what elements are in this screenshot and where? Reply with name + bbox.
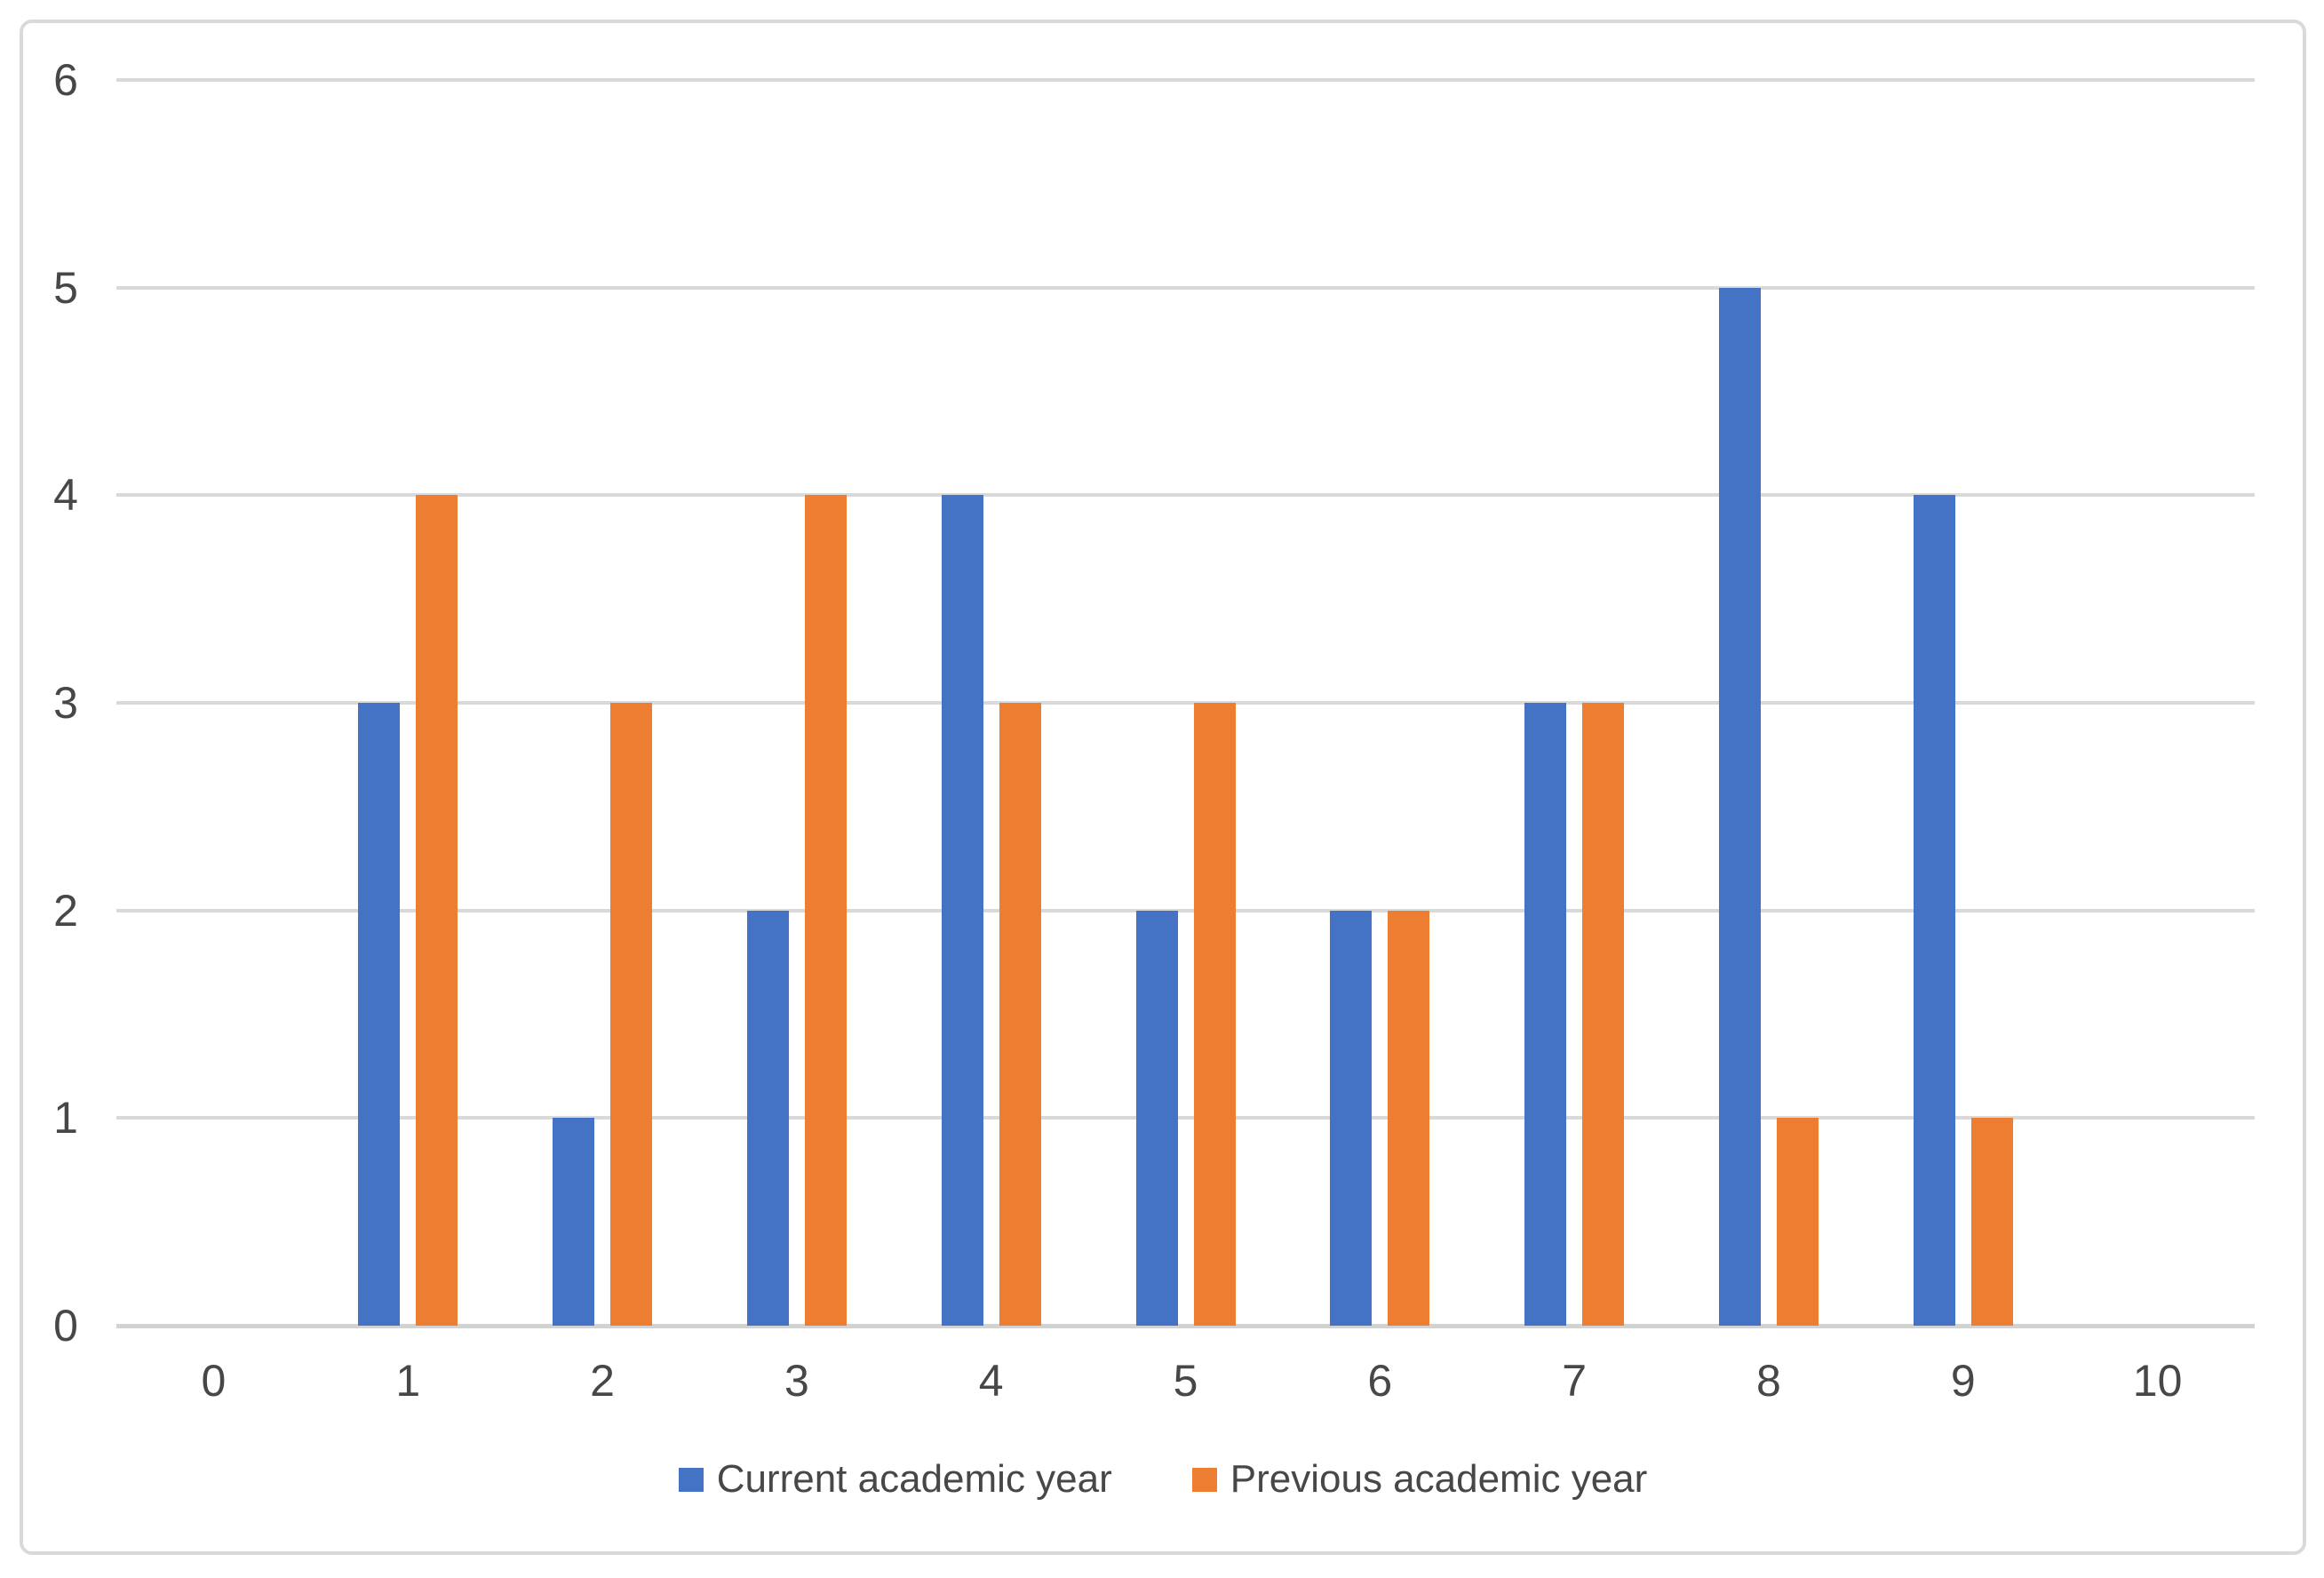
x-tick-label-4: 4 xyxy=(978,1356,1004,1406)
legend-item-previous-academic-year: Previous academic year xyxy=(1191,1457,1648,1502)
x-tick-label-6: 6 xyxy=(1367,1356,1393,1406)
chart-frame: 0 1 2 3 4 5 6 0 1 2 3 4 5 6 7 8 9 10 Current academic ye… xyxy=(20,20,2306,1555)
x-tick-label-7: 7 xyxy=(1562,1356,1588,1406)
y-tick-label-0: 0 xyxy=(53,1301,78,1351)
x-tick-label-8: 8 xyxy=(1756,1356,1781,1406)
y-tick-label-3: 3 xyxy=(53,678,78,728)
legend-label-previous-academic-year: Previous academic year xyxy=(1230,1457,1648,1501)
bar-previous-academic-year-x3 xyxy=(804,495,847,1326)
gridline-y-4 xyxy=(116,493,2255,498)
x-tick-label-10: 10 xyxy=(2132,1356,2183,1406)
x-tick-label-1: 1 xyxy=(395,1356,421,1406)
y-tick-label-4: 4 xyxy=(53,470,78,521)
bar-current-academic-year-x1 xyxy=(358,703,401,1326)
bar-current-academic-year-x2 xyxy=(553,1118,595,1326)
bar-current-academic-year-x9 xyxy=(1913,495,1955,1326)
bar-previous-academic-year-x6 xyxy=(1388,910,1430,1326)
gridline-y-2 xyxy=(116,908,2255,913)
bar-current-academic-year-x6 xyxy=(1330,910,1373,1326)
x-axis-line xyxy=(116,1324,2255,1328)
gridline-y-6 xyxy=(116,78,2255,82)
x-tick-label-5: 5 xyxy=(1173,1356,1198,1406)
x-tick-label-3: 3 xyxy=(784,1356,809,1406)
y-tick-label-6: 6 xyxy=(53,55,78,105)
legend-swatch-current-academic-year xyxy=(678,1467,704,1492)
bar-current-academic-year-x7 xyxy=(1524,703,1567,1326)
bar-previous-academic-year-x9 xyxy=(1970,1118,2013,1326)
legend-swatch-previous-academic-year xyxy=(1191,1467,1217,1492)
bar-previous-academic-year-x2 xyxy=(610,703,653,1326)
gridline-y-3 xyxy=(116,701,2255,705)
bar-current-academic-year-x4 xyxy=(941,495,983,1326)
legend-item-current-academic-year: Current academic year xyxy=(678,1457,1112,1502)
bar-previous-academic-year-x7 xyxy=(1582,703,1625,1326)
bar-previous-academic-year-x5 xyxy=(1193,703,1236,1326)
x-tick-label-0: 0 xyxy=(201,1356,227,1406)
bar-current-academic-year-x3 xyxy=(746,910,789,1326)
gridline-y-5 xyxy=(116,285,2255,290)
legend-label-current-academic-year: Current academic year xyxy=(716,1457,1112,1501)
bar-current-academic-year-x8 xyxy=(1718,287,1761,1326)
bar-previous-academic-year-x8 xyxy=(1776,1118,1819,1326)
y-tick-label-5: 5 xyxy=(53,262,78,313)
bar-current-academic-year-x5 xyxy=(1135,910,1178,1326)
bar-previous-academic-year-x1 xyxy=(416,495,458,1326)
x-tick-label-2: 2 xyxy=(590,1356,615,1406)
gridline-y-1 xyxy=(116,1116,2255,1120)
x-tick-label-9: 9 xyxy=(1950,1356,1976,1406)
y-tick-label-2: 2 xyxy=(53,885,78,936)
y-tick-label-1: 1 xyxy=(53,1093,78,1144)
bar-previous-academic-year-x4 xyxy=(999,703,1041,1326)
chart-legend: Current academic year Previous academic … xyxy=(23,1457,2303,1502)
